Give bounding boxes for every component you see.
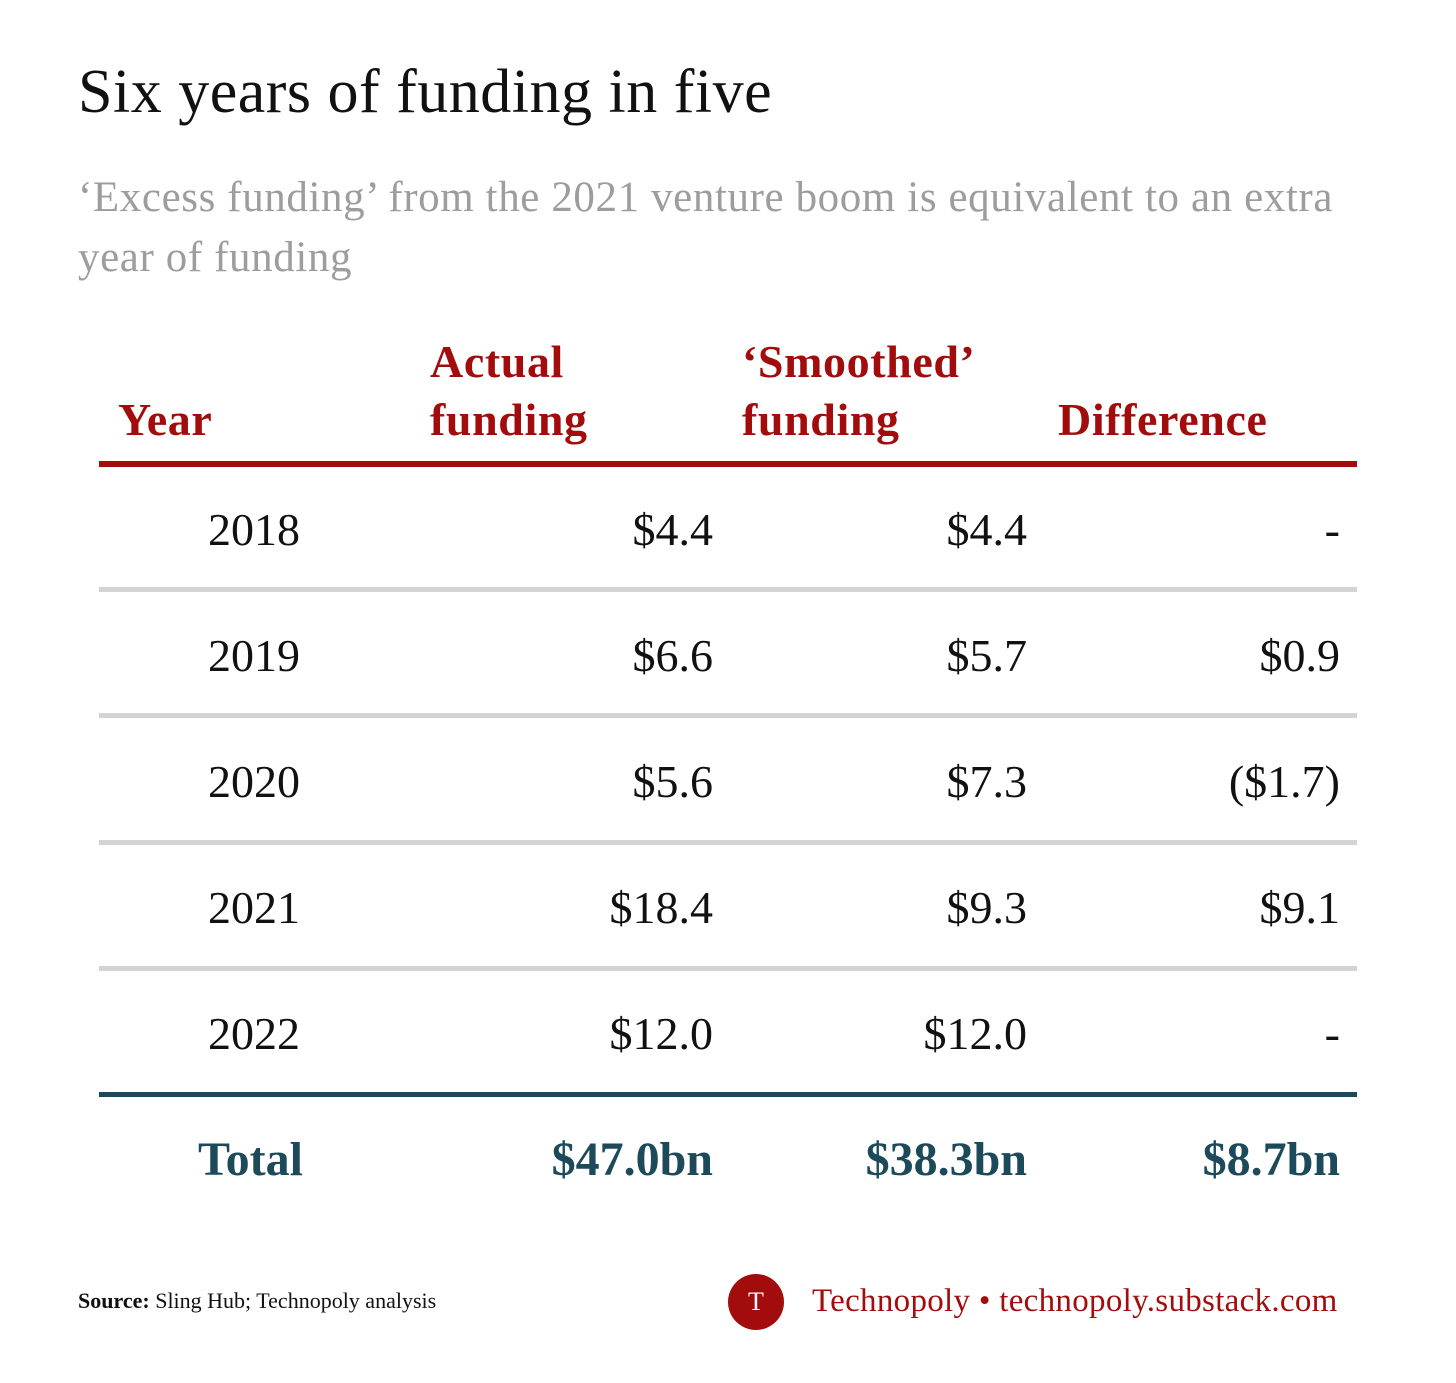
header-rule [99,461,1357,467]
cell-smoothed: $9.3 [946,882,1028,933]
cell-actual: $6.6 [632,630,714,681]
cell-year: 2018 [208,504,300,555]
chart-title: Six years of funding in five [78,58,773,126]
total-actual: $47.0bn [551,1133,713,1186]
cell-difference: ($1.7) [1228,756,1340,807]
cell-difference: $9.1 [1259,882,1341,933]
cell-actual: $18.4 [609,882,714,933]
cell-smoothed: $4.4 [946,504,1028,555]
cell-year: 2019 [208,630,300,681]
cell-smoothed: $7.3 [946,756,1028,807]
total-rule [99,1092,1357,1097]
row-divider [99,587,1357,592]
source-label: Source: [78,1288,150,1313]
cell-difference: - [1324,504,1340,555]
cell-year: 2020 [208,756,300,807]
cell-year: 2021 [208,882,300,933]
cell-actual: $4.4 [632,504,714,555]
logo-letter: T [748,1287,764,1316]
header-difference: Difference [1058,394,1268,445]
cell-difference: $0.9 [1259,630,1341,681]
cell-difference: - [1324,1008,1340,1059]
source-note: Source: Sling Hub; Technopoly analysis [78,1288,436,1314]
source-text: Sling Hub; Technopoly analysis [149,1288,437,1313]
chart-subtitle: ‘Excess funding’ from the 2021 venture b… [78,174,1334,281]
header-actual-funding: Actual funding [430,336,588,445]
row-divider [99,713,1357,718]
row-divider [99,840,1357,845]
total-smoothed: $38.3bn [865,1133,1027,1186]
cell-smoothed: $12.0 [923,1008,1028,1059]
header-smoothed-funding: ‘Smoothed’ funding [742,336,976,445]
header-year: Year [118,394,213,445]
row-divider [99,966,1357,971]
cell-actual: $12.0 [609,1008,714,1059]
cell-smoothed: $5.7 [946,630,1028,681]
cell-year: 2022 [208,1008,300,1059]
technopoly-logo: T [728,1274,784,1330]
brand-link[interactable]: Technopoly • technopoly.substack.com [812,1283,1338,1319]
total-difference: $8.7bn [1202,1133,1340,1186]
total-label: Total [198,1133,303,1186]
cell-actual: $5.6 [632,756,714,807]
